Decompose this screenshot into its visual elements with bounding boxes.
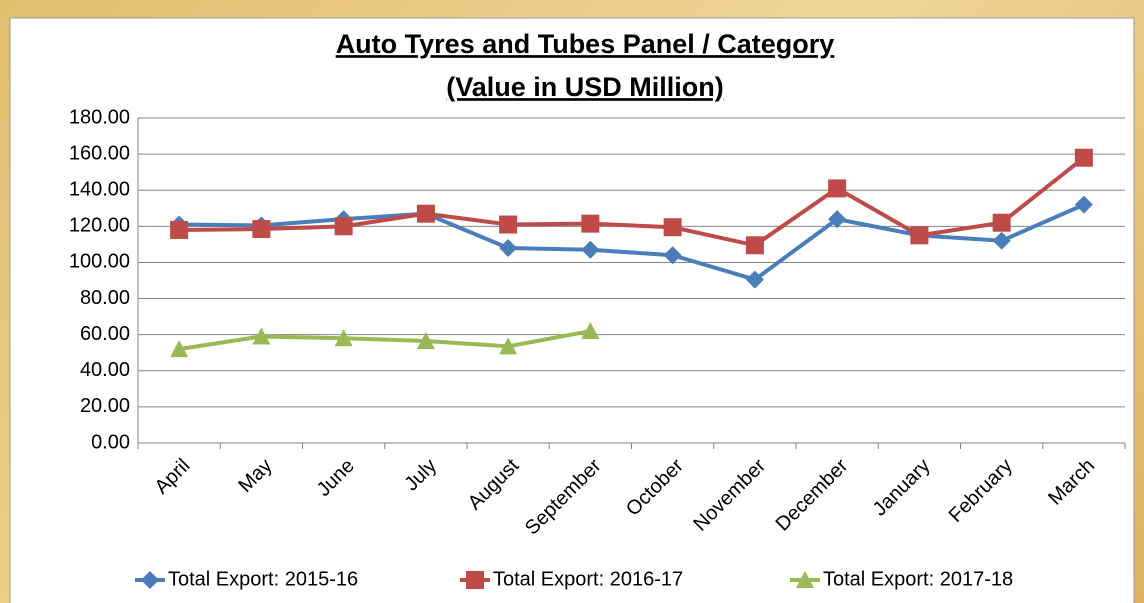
data-point bbox=[170, 220, 189, 239]
legend-label: Total Export: 2016-17 bbox=[493, 568, 683, 590]
legend-marker bbox=[466, 571, 484, 589]
chart-subtitle: (Value in USD Million) bbox=[446, 72, 724, 102]
data-point bbox=[663, 246, 682, 265]
data-point bbox=[1074, 148, 1093, 167]
data-point bbox=[992, 213, 1011, 232]
data-point bbox=[334, 217, 353, 236]
y-tick-label: 60.00 bbox=[80, 323, 130, 345]
data-point bbox=[252, 327, 271, 345]
data-point bbox=[745, 236, 764, 255]
data-point bbox=[910, 226, 929, 245]
data-point bbox=[1074, 195, 1093, 214]
chart-title: Auto Tyres and Tubes Panel / Category bbox=[336, 29, 835, 59]
data-point bbox=[663, 218, 682, 237]
data-point bbox=[252, 220, 271, 239]
data-point bbox=[170, 340, 189, 358]
series-line bbox=[179, 202, 1085, 282]
data-point bbox=[581, 322, 600, 340]
data-point bbox=[334, 329, 353, 347]
data-point bbox=[416, 331, 435, 349]
y-tick-label: 20.00 bbox=[80, 395, 130, 417]
data-point bbox=[499, 239, 518, 257]
data-point bbox=[499, 215, 518, 234]
series-line bbox=[179, 156, 1086, 248]
y-tick-label: 120.00 bbox=[69, 215, 130, 237]
data-point bbox=[581, 214, 600, 233]
series-line bbox=[178, 329, 591, 352]
data-point bbox=[745, 270, 764, 289]
y-tick-label: 100.00 bbox=[69, 251, 130, 273]
legend-label: Total Export: 2015-16 bbox=[168, 568, 358, 590]
data-point bbox=[416, 204, 435, 223]
legend-label: Total Export: 2017-18 bbox=[823, 568, 1013, 590]
legend-marker bbox=[796, 571, 814, 588]
data-point bbox=[499, 337, 518, 355]
data-point bbox=[581, 240, 600, 259]
chart-panel bbox=[9, 17, 1135, 603]
data-point bbox=[828, 179, 847, 198]
y-tick-label: 160.00 bbox=[69, 142, 130, 164]
data-point bbox=[992, 231, 1011, 250]
y-tick-label: 80.00 bbox=[80, 287, 130, 309]
y-tick-label: 40.00 bbox=[80, 359, 130, 381]
y-tick-label: 0.00 bbox=[91, 431, 130, 453]
data-point bbox=[828, 210, 847, 229]
legend-marker bbox=[141, 571, 159, 589]
y-tick-label: 140.00 bbox=[69, 179, 130, 201]
y-tick-label: 180.00 bbox=[69, 106, 130, 128]
